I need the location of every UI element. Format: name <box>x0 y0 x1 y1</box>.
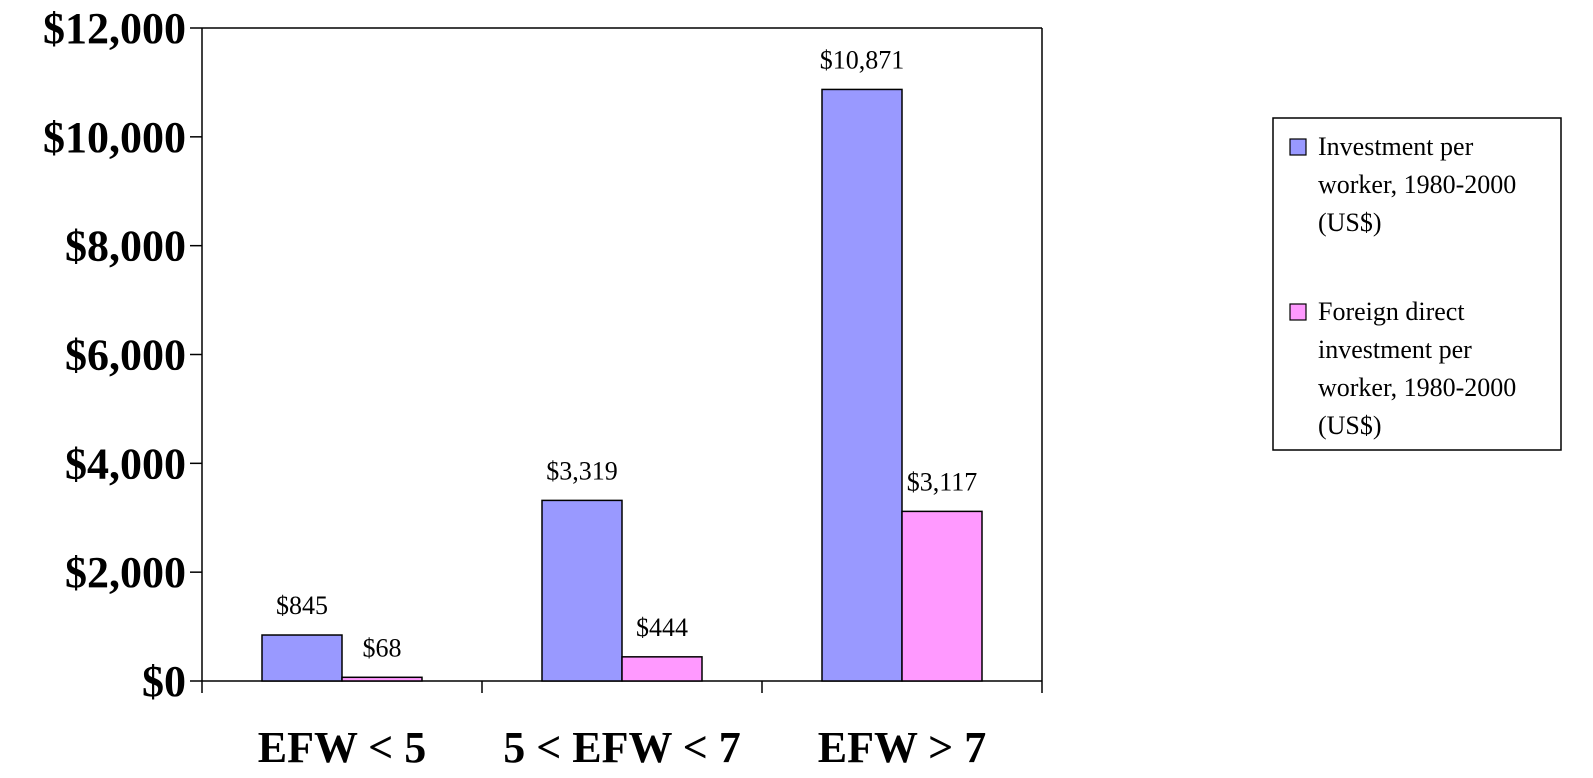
bar <box>821 88 903 682</box>
y-tick-label: $0 <box>142 657 186 706</box>
legend-label: (US$) <box>1318 208 1382 237</box>
legend-label: investment per <box>1318 335 1472 364</box>
data-label: $3,117 <box>907 467 978 496</box>
y-tick-label: $6,000 <box>65 331 186 380</box>
data-label: $444 <box>636 613 688 642</box>
data-label: $845 <box>276 591 328 620</box>
x-category-label: EFW < 5 <box>258 723 427 772</box>
bar <box>901 510 983 682</box>
bar <box>621 656 703 682</box>
bar <box>541 499 623 682</box>
legend-label: Foreign direct <box>1318 297 1465 326</box>
y-axis: $0 $2,000 $4,000 $6,000 $8,000 $10,000 $12,000 <box>43 4 1043 706</box>
legend: Investment per worker, 1980-2000 (US$) Fore… <box>1272 117 1562 451</box>
data-label: $68 <box>363 633 402 662</box>
bar <box>341 676 423 682</box>
x-axis: EFW < 5 5 < EFW < 7 EFW > 7 <box>201 680 1043 772</box>
data-label: $3,319 <box>546 456 618 485</box>
x-category-label: EFW > 7 <box>818 723 987 772</box>
bars <box>261 88 983 682</box>
y-tick-label: $2,000 <box>65 548 186 597</box>
data-label: $10,871 <box>820 45 905 74</box>
y-tick-label: $12,000 <box>43 4 186 53</box>
legend-swatch <box>1289 138 1307 156</box>
x-category-label: 5 < EFW < 7 <box>503 723 741 772</box>
legend-label: worker, 1980-2000 <box>1318 170 1516 199</box>
y-tick-label: $10,000 <box>43 113 186 162</box>
data-labels: $845 $3,319 $10,871 $68 $444 $3,117 <box>276 45 977 662</box>
legend-label: (US$) <box>1318 411 1382 440</box>
legend-label: Investment per <box>1318 132 1474 161</box>
y-tick-label: $8,000 <box>65 222 186 271</box>
legend-box <box>1272 117 1562 451</box>
legend-label: worker, 1980-2000 <box>1318 373 1516 402</box>
legend-swatch <box>1289 303 1307 321</box>
y-tick-label: $4,000 <box>65 439 186 488</box>
bar <box>261 634 343 682</box>
